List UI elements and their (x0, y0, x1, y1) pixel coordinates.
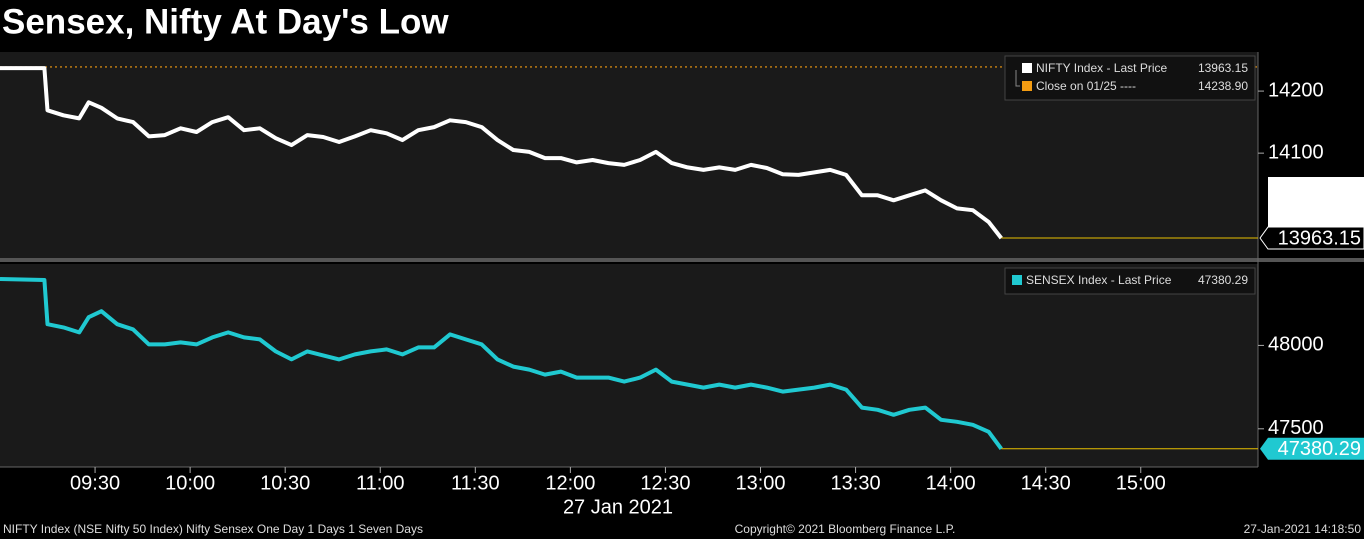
footer-center: Copyright© 2021 Bloomberg Finance L.P. (735, 522, 956, 536)
y-tick-label: 48000 (1268, 334, 1324, 356)
legend-box (1004, 267, 1256, 295)
x-tick-label: 10:30 (260, 472, 310, 494)
x-tick-label: 13:00 (735, 472, 785, 494)
last-price-label: 13963.15 (1278, 227, 1361, 249)
legend-box (1004, 55, 1256, 101)
y-tick-label: 47500 (1268, 417, 1324, 439)
legend-label: NIFTY Index - Last Price (1036, 61, 1167, 75)
legend-value: 14238.90 (1198, 79, 1248, 93)
legend-swatch (1012, 275, 1022, 285)
x-tick-label: 15:00 (1116, 472, 1166, 494)
legend-label: Close on 01/25 ---- (1036, 79, 1136, 93)
x-tick-label: 10:00 (165, 472, 215, 494)
x-tick-label: 13:30 (831, 472, 881, 494)
footer-left: NIFTY Index (NSE Nifty 50 Index) Nifty S… (3, 522, 423, 536)
last-price-label: 47380.29 (1278, 438, 1361, 460)
x-tick-label: 12:30 (640, 472, 690, 494)
change-label: -275.75 (1293, 203, 1361, 225)
legend-swatch (1022, 81, 1032, 91)
y-tick-label: 14200 (1268, 79, 1324, 101)
x-tick-label: 11:00 (356, 472, 405, 494)
footer-right: 27-Jan-2021 14:18:50 (1244, 522, 1362, 536)
panel-separator (0, 258, 1364, 262)
last-price-tag (1259, 226, 1364, 250)
x-tick-label: 12:00 (545, 472, 595, 494)
legend-connector (1015, 70, 1020, 87)
change-pct-label: -1.94% (1298, 177, 1362, 199)
y-tick-label: 14100 (1268, 141, 1324, 163)
legend-label: SENSEX Index - Last Price (1026, 273, 1172, 287)
chart-title: Sensex, Nifty At Day's Low (2, 2, 449, 41)
legend-value: 47380.29 (1198, 273, 1248, 287)
legend-value: 13963.15 (1198, 61, 1248, 75)
x-tick-label: 14:00 (926, 472, 976, 494)
change-box (1268, 177, 1364, 227)
plot-panel (0, 264, 1258, 467)
price-line (0, 66, 1003, 240)
x-axis-label: 27 Jan 2021 (563, 496, 673, 518)
legend-swatch (1022, 63, 1032, 73)
price-line (0, 277, 1003, 450)
x-tick-label: 11:30 (451, 472, 500, 494)
x-tick-label: 14:30 (1021, 472, 1071, 494)
x-tick-label: 09:30 (70, 472, 120, 494)
last-price-tag (1260, 437, 1364, 460)
